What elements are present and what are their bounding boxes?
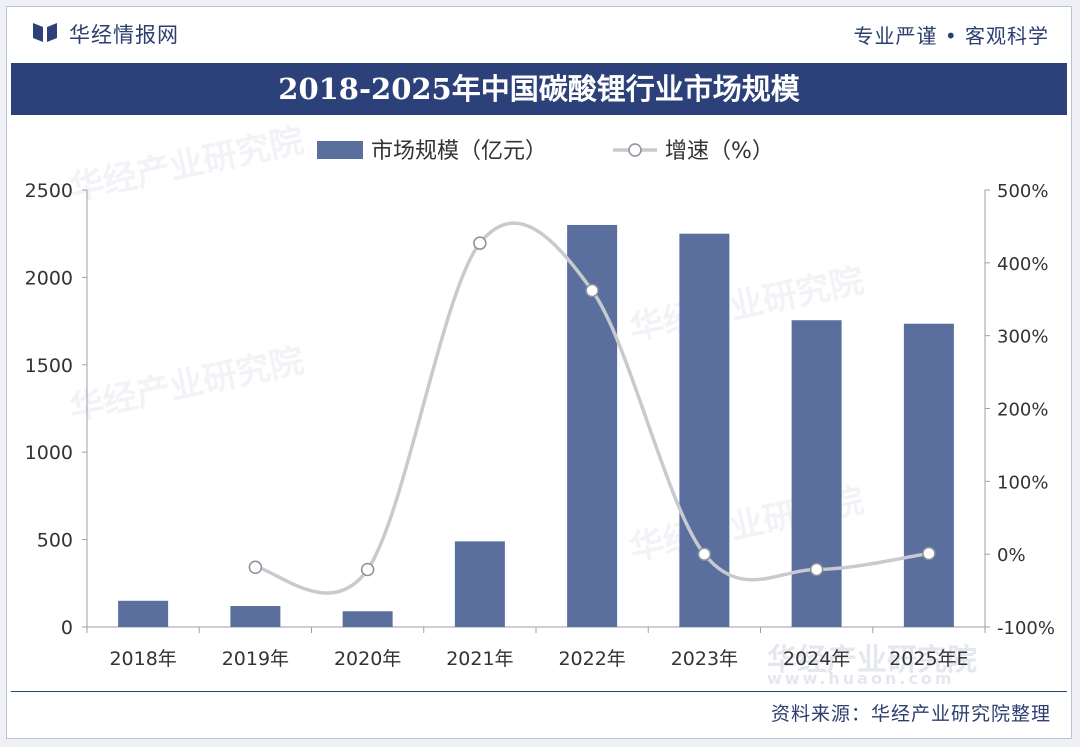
title-bar: 2018-2025年中国碳酸锂行业市场规模 — [11, 63, 1067, 115]
growth-point — [809, 562, 824, 577]
y-left-tick-label: 1500 — [25, 355, 73, 377]
y-right-tick-label: 0% — [997, 545, 1026, 566]
bar-market-size — [118, 600, 169, 627]
source-note: 资料来源：华经产业研究院整理 — [770, 703, 1051, 725]
bar-market-size — [903, 323, 954, 627]
chart-title: 2018-2025年中国碳酸锂行业市场规模 — [278, 72, 800, 106]
legend-line-label: 增速（%） — [665, 139, 774, 164]
x-tick-label: 2024年 — [783, 648, 850, 670]
brand-name: 华经情报网 — [69, 23, 179, 47]
legend-bar-swatch — [317, 141, 363, 159]
x-tick-label: 2019年 — [222, 648, 289, 670]
y-left-tick-label: 0 — [61, 617, 73, 639]
x-tick-label: 2021年 — [446, 648, 513, 670]
growth-point — [585, 283, 599, 298]
chart-svg: 0 500 1000 1500 2000 2500 -100% 0% 100% 200% 300% 4… — [25, 139, 1055, 670]
x-tick-label: 2025年E — [889, 648, 968, 670]
x-tick-label: 2022年 — [558, 648, 625, 670]
y-left-tick-label: 2500 — [25, 180, 73, 202]
y-right-tick-label: 500% — [997, 181, 1048, 202]
x-tick-label: 2018年 — [109, 648, 176, 670]
bar-market-size — [230, 606, 281, 627]
footer-divider — [11, 691, 1067, 692]
y-left-tick-label: 500 — [37, 530, 73, 552]
y-right-tick-label: 200% — [997, 400, 1048, 421]
bar-market-size — [454, 541, 505, 627]
watermark: 华经产业研究院 — [767, 643, 977, 678]
legend-line-marker — [628, 143, 642, 157]
growth-point — [360, 562, 375, 577]
y-right-tick-label: 300% — [997, 327, 1048, 348]
growth-line — [255, 221, 930, 595]
header: 华经情报网 专业严谨 • 客观科学 — [7, 7, 1071, 57]
brand-logo-icon — [33, 23, 57, 42]
legend-bar-label: 市场规模（亿元） — [371, 139, 547, 164]
y-right-tick-label: -100% — [997, 618, 1055, 639]
y-right-tick-label: 100% — [997, 472, 1048, 493]
y-left-tick-label: 2000 — [25, 267, 73, 289]
growth-point — [473, 236, 487, 250]
x-tick-label: 2023年 — [671, 648, 738, 670]
watermark-url: www.huaon.com — [767, 669, 955, 688]
chart-frame: 华经情报网 专业严谨 • 客观科学 2018-2025年中国碳酸锂行业市场规模 … — [6, 6, 1072, 739]
growth-point — [248, 560, 263, 575]
bar-market-size — [791, 320, 842, 627]
y-right-tick-label: 400% — [997, 254, 1048, 275]
x-tick-label: 2020年 — [334, 648, 401, 670]
growth-point — [697, 547, 712, 561]
y-left-tick-label: 1000 — [25, 442, 73, 464]
bar-market-size — [342, 611, 393, 627]
growth-point — [922, 546, 936, 561]
slogan: 专业严谨 • 客观科学 — [853, 24, 1049, 48]
bar-market-size — [679, 233, 730, 627]
